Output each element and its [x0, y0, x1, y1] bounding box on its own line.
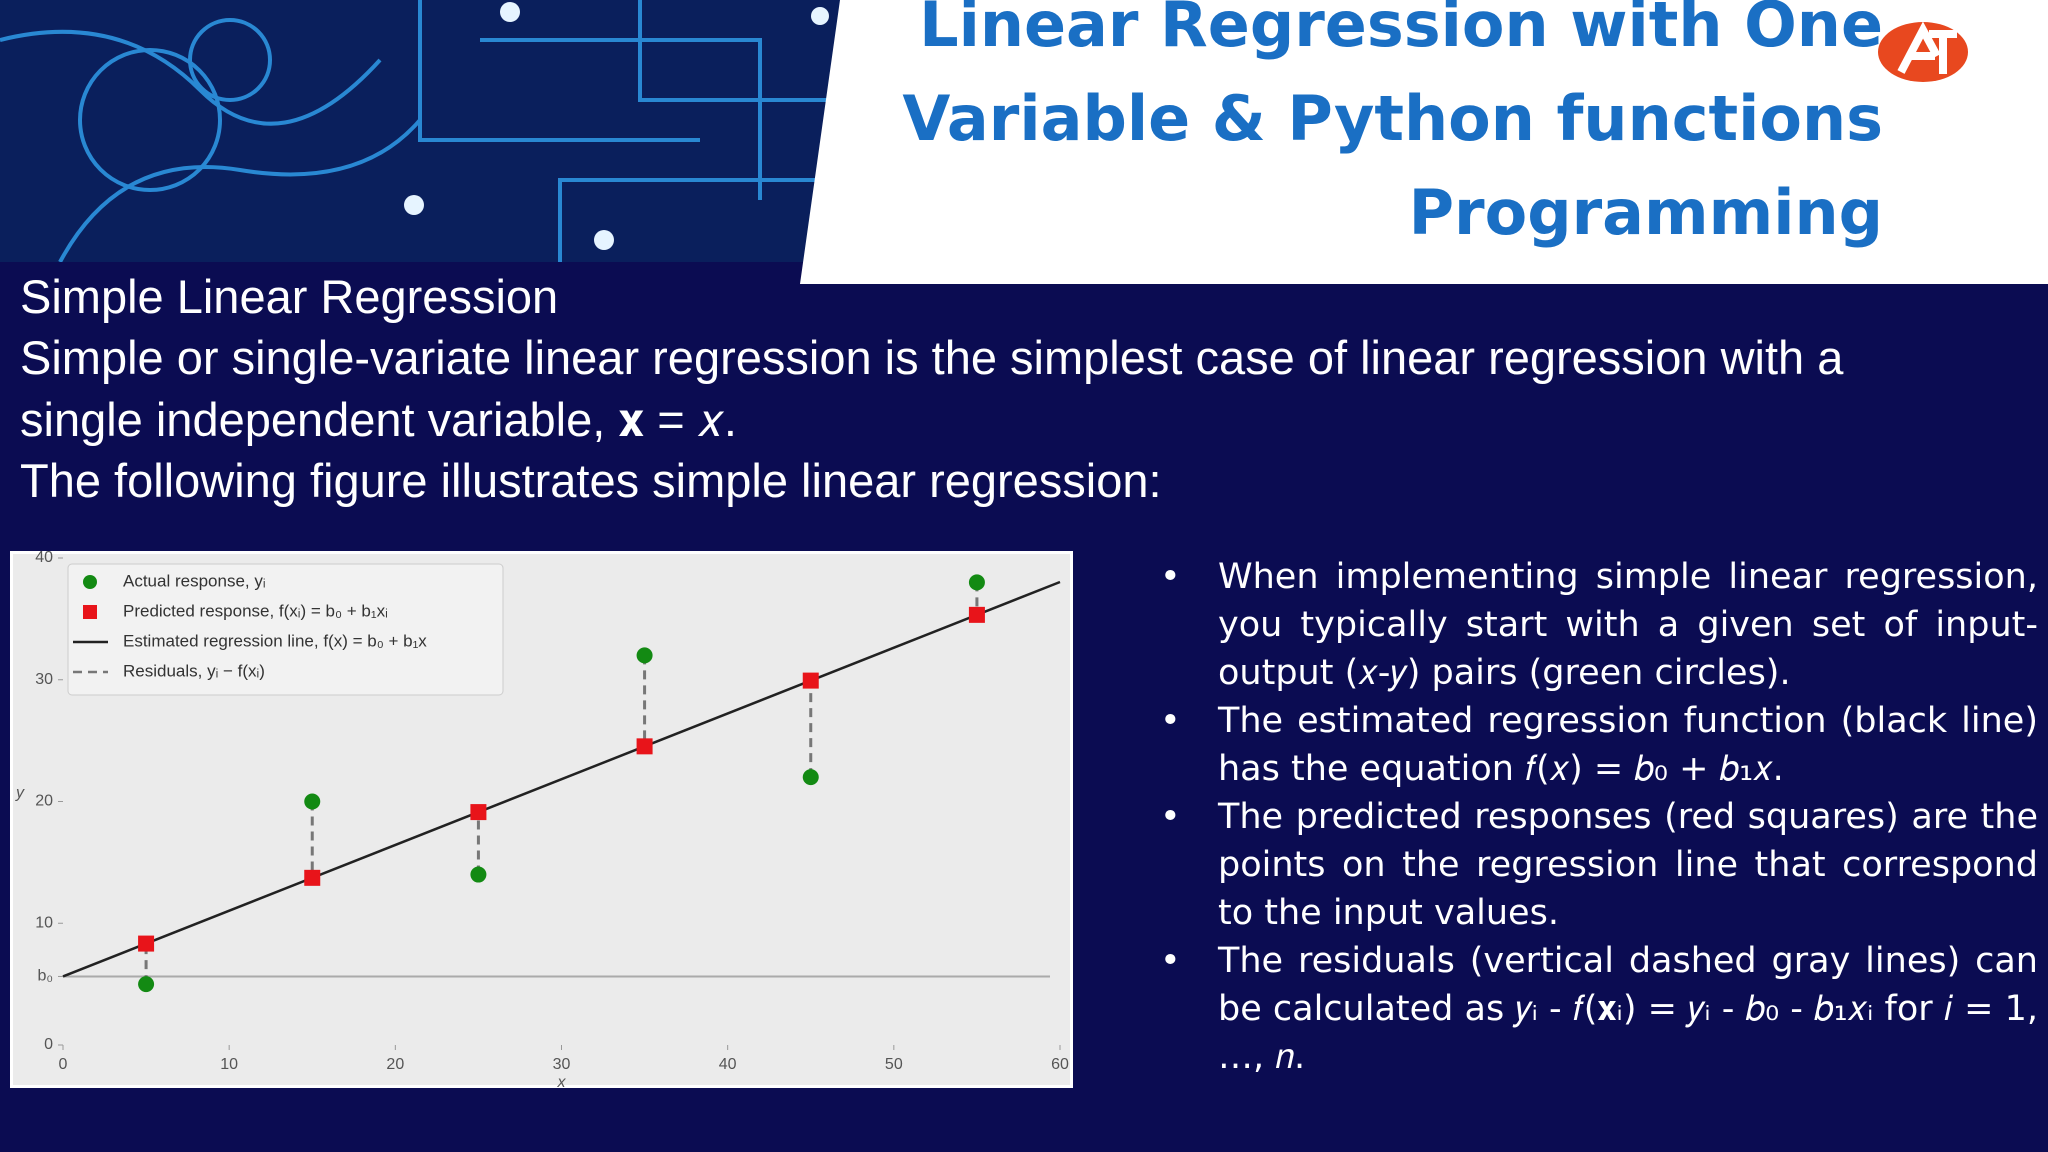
y-tick-label: b₀	[37, 968, 53, 985]
actual-point	[138, 976, 155, 993]
header-art	[0, 0, 850, 262]
bullet-list: When implementing simple linear regressi…	[1160, 553, 2038, 1081]
y-tick-label: 40	[35, 551, 53, 566]
title-line: Variable & Python functions	[902, 82, 1883, 155]
regression-line	[62, 580, 1061, 978]
legend: Actual response, yᵢ Predicted response, f…	[67, 563, 504, 696]
y-tick-label: 30	[35, 671, 53, 688]
legend-label: Predicted response, f(xᵢ) = b₀ + b₁xᵢ	[123, 601, 388, 620]
x-axis-label: x	[557, 1074, 567, 1088]
chart: 0 b₀ 10 20 30 40 0 10 20 30 40 50 60 x y Actual respons…	[10, 551, 1073, 1088]
x-tick-label: 30	[553, 1056, 571, 1073]
actual-point	[636, 647, 653, 664]
x-tick-label: 60	[1051, 1056, 1069, 1073]
legend-swatch	[83, 605, 97, 619]
y-tick-label: 10	[35, 914, 53, 931]
predicted-point	[802, 672, 819, 689]
body-line: Simple or single-variate linear regressi…	[20, 331, 1844, 384]
x-tick-label: 0	[59, 1056, 68, 1073]
x-tick-label: 10	[220, 1056, 238, 1073]
y-tick-label: 20	[35, 793, 53, 810]
title-line: Linear Regression with One	[919, 0, 1883, 61]
title-line: Programming	[1408, 176, 1883, 249]
legend-box	[67, 563, 504, 696]
actual-point	[802, 769, 819, 786]
x-tick-label: 20	[386, 1056, 404, 1073]
bullet: The residuals (vertical dashed gray line…	[1160, 937, 2038, 1081]
actual-point	[968, 574, 985, 591]
y-axis-label: y	[15, 785, 25, 802]
legend-label: Estimated regression line, f(x) = b₀ + b…	[123, 631, 427, 650]
body-line: The following figure illustrates simple …	[20, 454, 1162, 507]
bullet: The estimated regression function (black…	[1160, 697, 2038, 793]
predicted-point	[470, 804, 487, 821]
legend-swatch	[83, 575, 97, 589]
bullet: The predicted responses (red squares) ar…	[1160, 793, 2038, 937]
body-line: single independent variable, 𝐱 = 𝑥.	[20, 393, 737, 446]
predicted-point	[968, 606, 985, 623]
predicted-point	[636, 738, 653, 755]
x-tick-label: 40	[719, 1056, 737, 1073]
predicted-point	[304, 869, 321, 886]
actual-point	[304, 793, 321, 810]
predicted-point	[138, 935, 155, 952]
slide-title: Linear Regression with One Variable & Py…	[733, 0, 1883, 260]
legend-label: Actual response, yᵢ	[123, 571, 266, 590]
legend-label: Residuals, yᵢ − f(xᵢ)	[123, 661, 265, 680]
bullet: When implementing simple linear regressi…	[1160, 553, 2038, 697]
heading: Simple Linear Regression	[20, 270, 559, 323]
title-box	[800, 0, 2048, 284]
x-tick-label: 50	[885, 1056, 903, 1073]
actual-point	[470, 866, 487, 883]
y-tick-label: 0	[44, 1036, 53, 1053]
